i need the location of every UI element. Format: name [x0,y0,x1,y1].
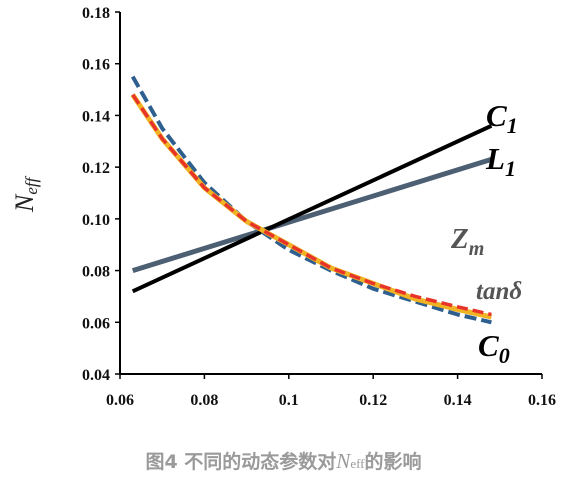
figure-caption: 图4 不同的动态参数对Neff的影响 [0,447,567,474]
series-label-tand: tanδ [476,278,522,305]
y-tick-label: 0.12 [82,160,110,177]
y-tick-label: 0.18 [82,5,110,22]
y-tick-label: 0.06 [82,315,110,332]
series-label-l1-text: L [485,141,505,176]
y-axis-label-main: N [10,193,39,213]
series-line-c1 [131,123,493,294]
y-tick-label: 0.14 [82,108,110,125]
series-label-tand-text: tanδ [476,278,522,305]
x-tick-label: 0.16 [528,392,556,409]
y-axis-label: Neff [10,175,41,213]
series-label-c0: C0 [478,328,510,368]
x-tick-label: 0.12 [359,392,387,409]
axis-ticks: 0.06 0.08 0.1 0.12 0.14 0.16 0.04 0.06 0.08 0.10 0… [82,5,556,409]
series-label-c1: C1 [486,98,518,138]
series-label-l1: L1 [485,141,516,181]
x-tick-label: 0.06 [106,392,134,409]
y-tick-label: 0.10 [82,212,110,229]
series-label-c1-text: C [486,98,507,133]
chart: 0.06 0.08 0.1 0.12 0.14 0.16 0.04 0.06 0.08 0.10 0… [10,5,556,409]
series-label-c1-sub: 1 [507,113,518,138]
series-label-zm-sub: m [469,238,485,260]
x-tick-label: 0.08 [190,392,218,409]
series-line-c0 [130,75,492,325]
caption-variable: N [336,449,351,473]
series-line-tand [131,93,492,317]
y-tick-label: 0.08 [82,264,110,281]
series-line-zm [130,93,492,320]
caption-subscript: eff [350,456,365,471]
y-axis-label-sub: eff [22,175,41,194]
x-tick-label: 0.14 [444,392,472,409]
series-line-l1 [131,157,493,273]
series-lines [130,75,493,325]
series-label-zm-text: Z [450,223,469,255]
caption-prefix: 图4 不同的动态参数对 [145,451,337,473]
x-tick-label: 0.1 [279,392,299,409]
y-tick-label: 0.16 [82,57,110,74]
series-label-l1-sub: 1 [505,156,516,181]
series-label-zm: Zm [450,223,484,260]
series-label-c0-sub: 0 [499,343,510,368]
y-tick-label: 0.04 [82,367,110,384]
caption-suffix: 的影响 [364,451,422,473]
series-label-c0-text: C [478,328,499,363]
